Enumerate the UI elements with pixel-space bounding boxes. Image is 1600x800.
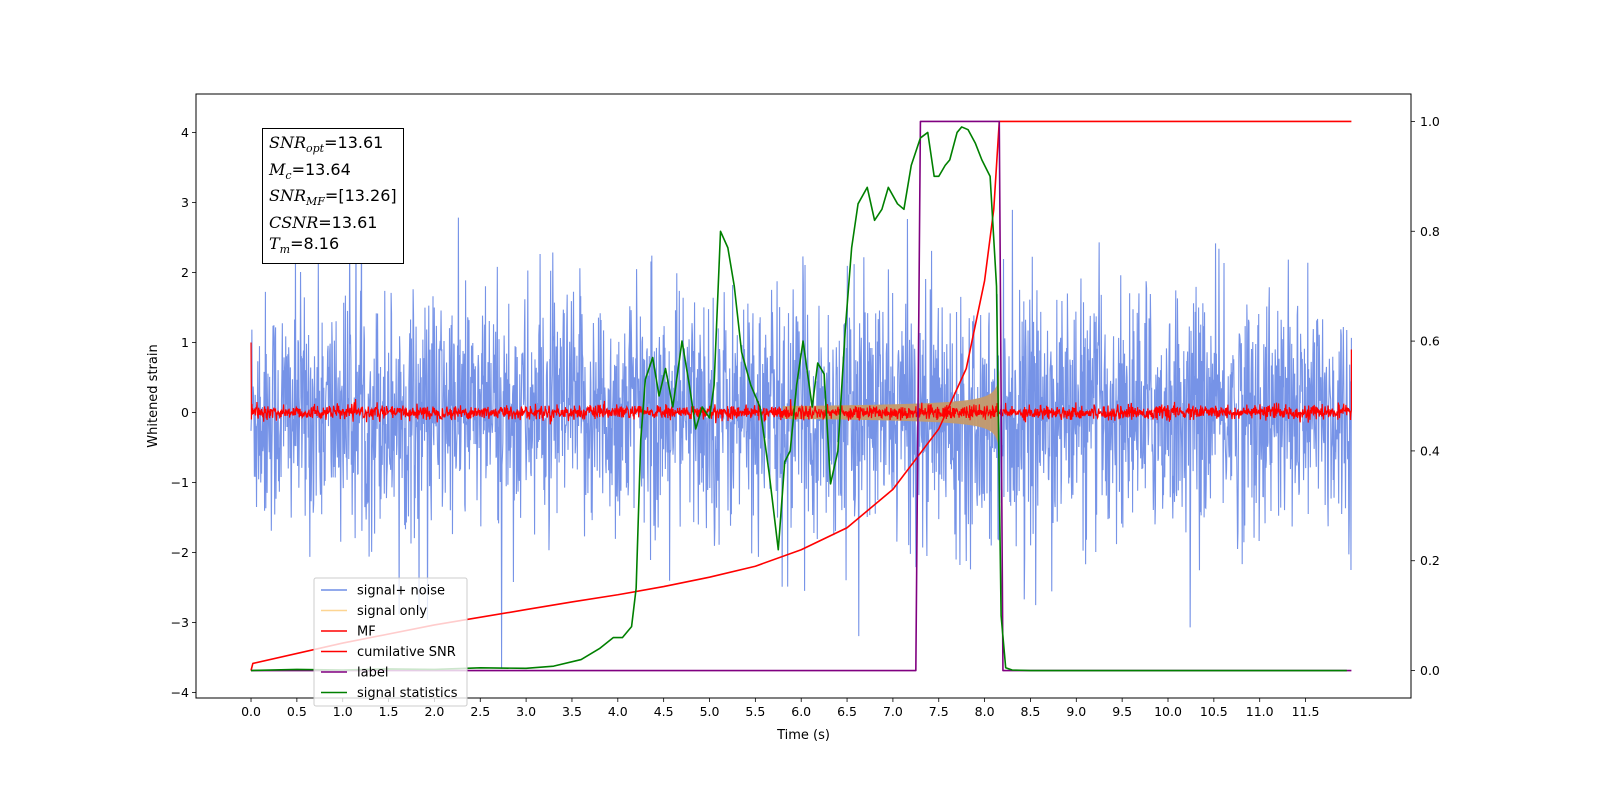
legend-label: label bbox=[357, 666, 388, 681]
legend-item: cumilative SNR bbox=[321, 645, 456, 660]
y2-tick-label: 1.0 bbox=[1420, 114, 1440, 129]
y-tick-label: 2 bbox=[181, 265, 189, 280]
x-tick-label: 9.5 bbox=[1112, 704, 1132, 719]
statistics-info-box: SNRopt=13.61 Mc=13.64 SNRMF=[13.26] CSNR… bbox=[262, 128, 404, 265]
x-tick-label: 5.0 bbox=[700, 704, 720, 719]
x-tick-label: 7.0 bbox=[883, 704, 903, 719]
x-tick-label: 8.0 bbox=[975, 704, 995, 719]
y-tick-label: −4 bbox=[171, 685, 189, 700]
x-tick-label: 10.5 bbox=[1200, 704, 1228, 719]
y-tick-label: 4 bbox=[181, 125, 189, 140]
legend-frame bbox=[313, 577, 468, 707]
legend-item: MF bbox=[321, 625, 376, 640]
x-tick-label: 1.0 bbox=[333, 704, 353, 719]
x-tick-label: 6.0 bbox=[791, 704, 811, 719]
x-tick-label: 1.5 bbox=[379, 704, 399, 719]
x-tick-label: 9.0 bbox=[1066, 704, 1086, 719]
series-mf bbox=[250, 342, 1352, 425]
y2-tick-label: 0.6 bbox=[1420, 334, 1440, 349]
legend-label: cumilative SNR bbox=[357, 645, 456, 660]
legend-label: signal statistics bbox=[357, 686, 458, 701]
axes-frame bbox=[195, 93, 1412, 699]
chirp-mass-row: Mc=13.64 bbox=[269, 159, 351, 182]
series-signal-plus-noise bbox=[250, 185, 1352, 669]
legend: signal+ noise signal only MF cumilative SNR… bbox=[313, 577, 468, 707]
y2-tick-label: 0.8 bbox=[1420, 224, 1440, 239]
x-tick-label: 6.5 bbox=[837, 704, 857, 719]
series-signal-statistics bbox=[251, 126, 1347, 672]
legend-label: signal only bbox=[357, 604, 427, 619]
x-tick-label: 0.5 bbox=[287, 704, 307, 719]
x-tick-label: 3.0 bbox=[516, 704, 536, 719]
y-tick-label: 0 bbox=[181, 405, 189, 420]
x-tick-label: 7.5 bbox=[929, 704, 949, 719]
y-tick-label: −3 bbox=[171, 615, 189, 630]
secondary-y-axis-ticks: 1.0 0.8 0.6 0.4 0.2 0.0 bbox=[1411, 114, 1440, 678]
legend-label: MF bbox=[357, 625, 376, 640]
csnr-row: CSNR=13.61 bbox=[269, 213, 378, 233]
legend-item: signal+ noise bbox=[321, 584, 445, 599]
y-tick-label: 3 bbox=[181, 195, 189, 210]
x-axis-ticks: 0.0 0.5 1.0 1.5 2.0 2.5 3.0 3.5 4.0 4.5 5.0 5.5 6.0 6… bbox=[241, 698, 1319, 719]
y-tick-label: −2 bbox=[171, 545, 189, 560]
legend-label: signal+ noise bbox=[357, 584, 445, 599]
legend-item: signal statistics bbox=[321, 686, 458, 701]
x-tick-label: 4.0 bbox=[608, 704, 628, 719]
y-axis-label: Whitened strain bbox=[146, 344, 161, 447]
x-tick-label: 4.5 bbox=[654, 704, 674, 719]
merger-time-row: Tm=8.16 bbox=[269, 233, 340, 256]
x-axis-label: Time (s) bbox=[776, 728, 830, 743]
x-tick-label: 10.0 bbox=[1154, 704, 1182, 719]
x-tick-label: 11.0 bbox=[1246, 704, 1274, 719]
y-axis-ticks: 4 3 2 1 0 −1 −2 −3 −4 bbox=[171, 125, 196, 700]
y2-tick-label: 0.4 bbox=[1420, 443, 1440, 458]
snr-opt-row: SNRopt=13.61 bbox=[269, 133, 384, 156]
x-tick-label: 0.0 bbox=[241, 704, 261, 719]
y-tick-label: 1 bbox=[181, 335, 189, 350]
x-tick-label: 2.0 bbox=[424, 704, 444, 719]
x-tick-label: 5.5 bbox=[745, 704, 765, 719]
x-tick-label: 2.5 bbox=[470, 704, 490, 719]
legend-item: label bbox=[321, 666, 388, 681]
snr-mf-row: SNRMF=[13.26] bbox=[269, 186, 397, 209]
x-tick-label: 11.5 bbox=[1292, 704, 1320, 719]
y2-tick-label: 0.0 bbox=[1420, 663, 1440, 678]
y2-tick-label: 0.2 bbox=[1420, 553, 1440, 568]
y-tick-label: −1 bbox=[171, 475, 189, 490]
x-tick-label: 8.5 bbox=[1021, 704, 1041, 719]
legend-item: signal only bbox=[321, 604, 427, 619]
x-tick-label: 3.5 bbox=[562, 704, 582, 719]
